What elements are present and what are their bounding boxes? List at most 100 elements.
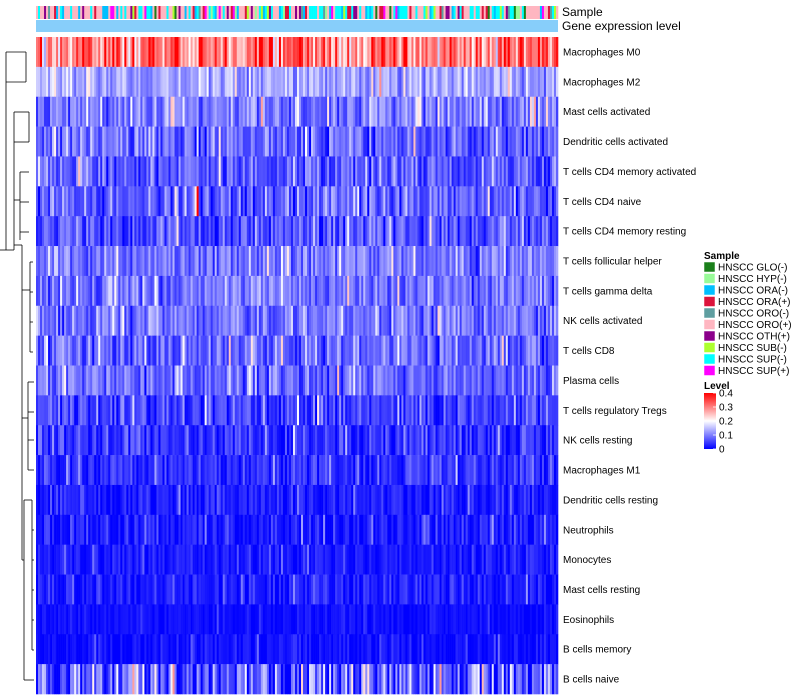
heatmap-cell (238, 514, 242, 545)
heatmap-cell (423, 514, 426, 545)
heatmap-cell (218, 126, 222, 157)
heatmap-cell (343, 66, 346, 98)
heatmap-cell (58, 37, 61, 68)
heatmap-cell (297, 455, 300, 486)
heatmap-cell (551, 514, 555, 545)
heatmap-cell (383, 246, 386, 277)
heatmap-cell (252, 37, 256, 68)
heatmap-cell (513, 305, 517, 336)
heatmap-cell (491, 275, 495, 307)
heatmap-cell (333, 66, 336, 98)
heatmap-cell (176, 37, 179, 68)
heatmap-cell (375, 246, 378, 277)
heatmap-cell (186, 395, 189, 426)
heatmap-cell (64, 126, 67, 157)
sample-track-cell (80, 6, 83, 19)
heatmap-cell (417, 455, 420, 486)
heatmap-cell (527, 126, 531, 157)
heatmap-cell (369, 37, 372, 68)
heatmap-cell (200, 544, 203, 575)
heatmap-cell (379, 156, 382, 187)
heatmap-cell (102, 66, 105, 98)
heatmap-cell (282, 96, 286, 127)
heatmap-cell (435, 37, 438, 68)
heatmap-cell (381, 365, 384, 396)
heatmap-cell (122, 425, 125, 456)
heatmap-cell (148, 216, 151, 247)
heatmap-cell (315, 216, 318, 247)
heatmap-cell (383, 126, 386, 157)
heatmap-cell (86, 544, 89, 575)
heatmap-cell (501, 186, 505, 217)
heatmap-cell (88, 37, 91, 68)
sample-track-cell (232, 6, 236, 19)
heatmap-cell (471, 156, 474, 187)
heatmap-cell (413, 425, 416, 456)
heatmap-cell (72, 514, 75, 545)
heatmap-cell (459, 365, 462, 396)
heatmap-cell (184, 246, 187, 277)
sample-track-cell (192, 6, 195, 19)
heatmap-cell (62, 246, 65, 277)
heatmap-cell (190, 425, 193, 456)
heatmap-cell (547, 365, 551, 396)
heatmap-cell (333, 455, 336, 486)
heatmap-cell (469, 395, 472, 426)
heatmap-cell (429, 335, 432, 366)
heatmap-cell (270, 37, 274, 68)
heatmap-cell (68, 395, 71, 426)
heatmap-cell (62, 37, 65, 68)
heatmap-cell (511, 514, 515, 545)
sample-track-cell (523, 6, 527, 19)
heatmap-cell (86, 514, 89, 545)
heatmap-cell (325, 305, 328, 336)
heatmap-cell (214, 126, 217, 157)
heatmap-cell (435, 305, 438, 336)
heatmap-cell (463, 544, 466, 575)
heatmap-cell (130, 305, 133, 336)
heatmap-cell (527, 156, 531, 187)
heatmap-cell (152, 425, 155, 456)
heatmap-cell (132, 365, 135, 396)
heatmap-cell (206, 335, 209, 366)
heatmap-cell (292, 425, 296, 456)
heatmap-cell (303, 126, 306, 157)
heatmap-cell (258, 156, 262, 187)
heatmap-cell (355, 305, 358, 336)
heatmap-cell (475, 484, 478, 516)
heatmap-cell (274, 66, 278, 98)
heatmap-cell (441, 395, 444, 426)
heatmap-cell (425, 66, 428, 98)
heatmap-cell (509, 186, 513, 217)
heatmap-cell (112, 96, 115, 127)
heatmap-cell (305, 66, 308, 98)
heatmap-cell (50, 156, 53, 187)
heatmap-cell (529, 335, 533, 366)
heatmap-cell (509, 365, 513, 396)
heatmap-cell (284, 66, 288, 98)
heatmap-cell (122, 395, 125, 426)
heatmap-cell (98, 455, 101, 486)
heatmap-cell (256, 544, 260, 575)
heatmap-cell (284, 126, 288, 157)
heatmap-cell (511, 544, 515, 575)
heatmap-cell (188, 246, 191, 277)
heatmap-cell (118, 216, 121, 247)
heatmap-cell (230, 425, 234, 456)
heatmap-cell (383, 37, 386, 68)
heatmap-cell (132, 395, 135, 426)
heatmap-cell (395, 186, 398, 217)
sample-track-cell (216, 6, 219, 19)
heatmap-cell (349, 305, 352, 336)
heatmap-cell (459, 425, 462, 456)
heatmap-cell (260, 126, 264, 157)
heatmap-cell (299, 186, 302, 217)
heatmap-cell (345, 305, 348, 336)
heatmap-cell (437, 246, 440, 277)
heatmap-cell (507, 246, 511, 277)
heatmap-cell (48, 96, 51, 127)
heatmap-cell (359, 186, 362, 217)
heatmap-cell (86, 186, 89, 217)
heatmap-cell (399, 514, 402, 545)
heatmap-cell (266, 37, 270, 68)
